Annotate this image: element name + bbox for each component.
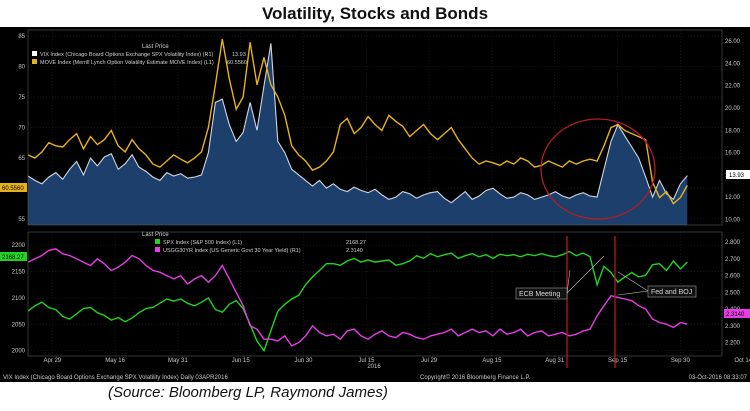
x-tick-label: May 31 bbox=[168, 358, 188, 364]
bottom-right-tick-label: 2.500 bbox=[725, 290, 741, 296]
ecb-arrow-2 bbox=[566, 269, 571, 294]
usgg-last-badge bbox=[724, 309, 750, 318]
x-tick-label: Sep 15 bbox=[608, 358, 628, 364]
top-panel-series bbox=[27, 38, 688, 226]
footer-center: Copyright© 2016 Bloomberg Finance L.P. bbox=[420, 374, 531, 381]
usgg-line bbox=[27, 248, 688, 347]
vix-legend-last: 13.93 bbox=[232, 52, 246, 58]
move-legend-swatch bbox=[32, 59, 37, 64]
bottom-right-tick-label: 2.200 bbox=[725, 341, 741, 347]
usgg-legend-last: 2.3140 bbox=[346, 248, 363, 254]
top-right-tick-label: 18.00 bbox=[725, 128, 741, 134]
top-legend-header: Last Price bbox=[142, 44, 169, 50]
spx-last-badge-text: 2168.27 bbox=[2, 255, 24, 261]
vix-last-badge bbox=[726, 170, 750, 179]
spx-legend-label: SPX Index (S&P 500 Index) (L1) bbox=[163, 240, 242, 246]
footer-right: 03-Oct-2016 08:33:07 bbox=[689, 375, 748, 381]
bottom-left-tick-label: 2050 bbox=[12, 322, 26, 328]
top-left-tick-label: 80 bbox=[18, 65, 25, 71]
usgg-last-badge-text: 2.3140 bbox=[726, 312, 745, 318]
x-tick-label: Aug 31 bbox=[545, 358, 565, 364]
spx-last-badge bbox=[0, 252, 27, 261]
bottom-left-tick-label: 2100 bbox=[12, 296, 26, 302]
vix-line bbox=[27, 43, 688, 204]
fed-arrow-1 bbox=[617, 271, 649, 292]
highlight-circle bbox=[540, 118, 656, 220]
move-legend-label: MOVE Index (Merrill Lynch Option Volatil… bbox=[40, 60, 214, 66]
top-left-tick-label: 65 bbox=[18, 156, 25, 162]
move-last-badge bbox=[0, 183, 27, 192]
bottom-left-tick-label: 2150 bbox=[12, 270, 26, 276]
top-right-tick-label: 10.00 bbox=[725, 217, 741, 223]
usgg-legend-swatch bbox=[155, 247, 160, 252]
top-left-tick-label: 70 bbox=[18, 126, 25, 132]
source-caption: (Source: Bloomberg LP, Raymond James) bbox=[108, 384, 388, 401]
x-tick-label: Jun 15 bbox=[232, 358, 251, 364]
top-left-tick-label: 75 bbox=[18, 95, 25, 101]
x-tick-label: Sep 30 bbox=[671, 358, 691, 364]
bottom-legend-header: Last Price bbox=[142, 232, 169, 238]
ecb-meeting-label: ECB Meeting bbox=[519, 291, 560, 298]
bottom-right-tick-label: 2.700 bbox=[725, 257, 741, 263]
spx-legend-swatch bbox=[155, 239, 160, 244]
top-right-tick-label: 22.00 bbox=[725, 84, 741, 90]
move-last-badge-text: 60.5560 bbox=[2, 186, 24, 192]
bottom-left-tick-label: 2000 bbox=[12, 349, 26, 355]
x-tick-label: Oct 14 bbox=[734, 358, 750, 364]
fed-boj-label: Fed and BOJ bbox=[651, 289, 692, 296]
vix-area bbox=[28, 43, 688, 226]
bottom-left-tick-label: 2200 bbox=[12, 243, 26, 249]
move-legend-last: 60.5560 bbox=[227, 60, 247, 66]
top-panel-frame bbox=[27, 29, 723, 226]
ecb-meeting-callout bbox=[515, 287, 568, 300]
spx-line bbox=[27, 250, 688, 353]
top-right-tick-label: 12.00 bbox=[725, 195, 741, 201]
x-tick-label: Jul 15 bbox=[358, 358, 375, 364]
ecb-arrow-1 bbox=[566, 255, 605, 294]
top-left-tick-label: 55 bbox=[18, 217, 25, 223]
x-tick-label: Aug 15 bbox=[482, 358, 502, 364]
vix-legend-swatch bbox=[32, 51, 37, 56]
fed-boj-callout bbox=[647, 285, 697, 298]
usgg-legend-label: USGG30YR Index (US Generic Govt 30 Year … bbox=[163, 248, 301, 254]
x-axis-year: 2016 bbox=[367, 364, 381, 370]
x-tick-label: May 16 bbox=[105, 358, 125, 364]
bottom-panel-frame bbox=[27, 231, 723, 357]
bottom-right-tick-label: 2.300 bbox=[725, 324, 741, 330]
bottom-right-tick-label: 2.600 bbox=[725, 274, 741, 280]
move-line bbox=[27, 38, 688, 205]
top-right-tick-label: 26.00 bbox=[725, 39, 741, 45]
footer-left: VIX Index (Chicago Board Options Exchang… bbox=[3, 375, 228, 381]
top-right-tick-label: 24.00 bbox=[725, 61, 741, 67]
x-tick-label: Jun 30 bbox=[295, 358, 314, 364]
x-tick-label: Apr 29 bbox=[43, 358, 61, 364]
top-right-tick-label: 16.00 bbox=[725, 151, 741, 157]
chart-title: Volatility, Stocks and Bonds bbox=[261, 4, 489, 23]
top-right-tick-label: 20.00 bbox=[725, 106, 741, 112]
top-left-tick-label: 85 bbox=[18, 34, 25, 40]
fed-arrow-2 bbox=[617, 290, 649, 296]
bottom-panel-series bbox=[27, 248, 688, 353]
vix-legend-label: VIX Index (Chicago Board Options Exchang… bbox=[40, 52, 214, 58]
vix-last-badge-text: 13.93 bbox=[729, 173, 745, 179]
x-tick-label: Jul 29 bbox=[421, 358, 438, 364]
spx-legend-last: 2168.27 bbox=[346, 240, 366, 246]
bottom-right-tick-label: 2.800 bbox=[725, 240, 741, 246]
